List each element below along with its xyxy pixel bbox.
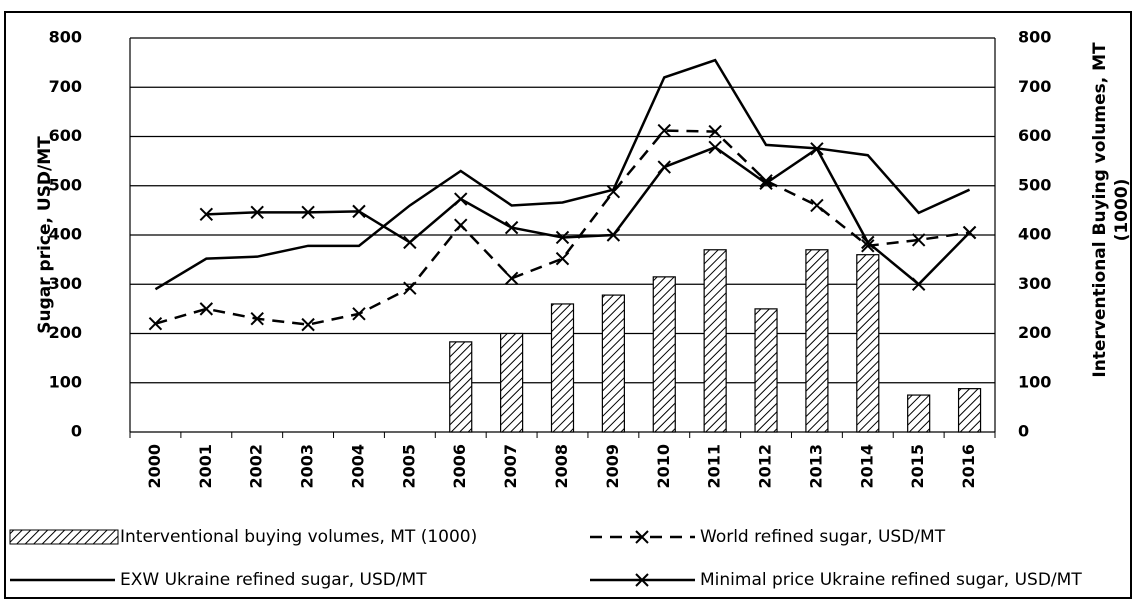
marker (810, 142, 824, 156)
marker (759, 174, 773, 188)
marker (708, 124, 722, 139)
marker (861, 235, 875, 250)
bar (907, 394, 931, 433)
bar (856, 254, 880, 433)
x-tick-label: 2000 (145, 444, 164, 489)
marker (606, 228, 621, 242)
marker (148, 316, 163, 331)
marker (657, 160, 671, 174)
bar (703, 249, 727, 433)
marker (759, 176, 773, 190)
marker (301, 205, 315, 220)
y-tick-label: 0 (71, 422, 82, 441)
y2-tick-label: 600 (1018, 126, 1051, 145)
y-tick-label: 700 (49, 77, 82, 96)
y2-tick-label: 0 (1018, 422, 1029, 441)
x-tick-label: 2015 (908, 444, 927, 489)
y-tick-label: 300 (49, 274, 82, 293)
marker (911, 277, 926, 291)
legend-label: World refined sugar, USD/MT (700, 527, 946, 547)
x-tick-label: 2009 (603, 444, 622, 489)
bar (754, 308, 778, 433)
y2-tick-label: 300 (1018, 274, 1051, 293)
y2-tick-label: 800 (1018, 28, 1051, 47)
marker (199, 302, 214, 316)
x-tick-label: 2012 (756, 444, 775, 489)
y-tick-label: 100 (49, 372, 82, 391)
y2-axis-label: Interventional Buying volumes, MT (1090, 42, 1110, 378)
bar (957, 388, 982, 433)
y2-tick-label: 400 (1018, 225, 1051, 244)
marker (962, 225, 977, 240)
legend-label: Minimal price Ukraine refined sugar, USD… (700, 570, 1082, 590)
y-tick-label: 200 (49, 323, 82, 342)
marker (504, 271, 519, 286)
marker (861, 239, 875, 253)
x-tick-label: 2007 (501, 444, 520, 489)
line (154, 58, 971, 291)
marker (635, 530, 649, 544)
y2-axis-label: (1000) (1112, 179, 1132, 242)
x-tick-label: 2013 (806, 444, 825, 489)
marker (504, 220, 519, 235)
marker (454, 218, 468, 232)
marker (555, 230, 570, 245)
bar (805, 249, 829, 433)
bar (652, 276, 676, 433)
legend-label: Interventional buying volumes, MT (1000) (120, 527, 477, 547)
bar (550, 303, 575, 433)
x-tick-label: 2004 (348, 444, 367, 489)
y-tick-label: 800 (49, 28, 82, 47)
legend-label: EXW Ukraine refined sugar, USD/MT (120, 570, 427, 590)
marker (352, 307, 366, 321)
y2-tick-label: 500 (1018, 175, 1051, 194)
bar (449, 341, 473, 433)
y-tick-label: 600 (49, 126, 82, 145)
x-tick-label: 2001 (196, 444, 215, 489)
y2-tick-label: 100 (1018, 372, 1051, 391)
bar (601, 294, 625, 433)
x-tick-label: 2010 (654, 444, 673, 489)
x-tick-label: 2003 (298, 444, 317, 489)
marker (403, 235, 417, 250)
marker (250, 205, 264, 220)
frame (4, 11, 1132, 599)
marker (635, 573, 649, 587)
marker (657, 123, 671, 138)
legend-swatch (9, 529, 119, 545)
marker (708, 140, 722, 155)
marker (352, 204, 366, 219)
y2-tick-label: 200 (1018, 323, 1051, 342)
x-tick-label: 2002 (247, 444, 266, 489)
marker (403, 281, 417, 295)
marker (555, 251, 570, 266)
x-tick-label: 2006 (450, 444, 469, 489)
x-tick-label: 2005 (399, 444, 418, 489)
bar (500, 332, 524, 433)
line (155, 129, 970, 326)
x-tick-label: 2008 (552, 444, 571, 489)
marker (911, 233, 926, 247)
marker (250, 312, 264, 326)
y2-tick-label: 700 (1018, 77, 1051, 96)
y-axis-label: Sugar price, USD/MT (35, 136, 55, 334)
x-tick-label: 2011 (705, 444, 724, 489)
line (206, 145, 971, 286)
y-tick-label: 500 (49, 175, 82, 194)
marker (810, 198, 824, 213)
marker (454, 192, 468, 206)
x-tick-label: 2016 (959, 444, 978, 489)
x-tick-label: 2014 (857, 444, 876, 489)
marker (606, 184, 621, 199)
marker (199, 207, 214, 222)
marker (301, 317, 315, 332)
y-tick-label: 400 (49, 225, 82, 244)
